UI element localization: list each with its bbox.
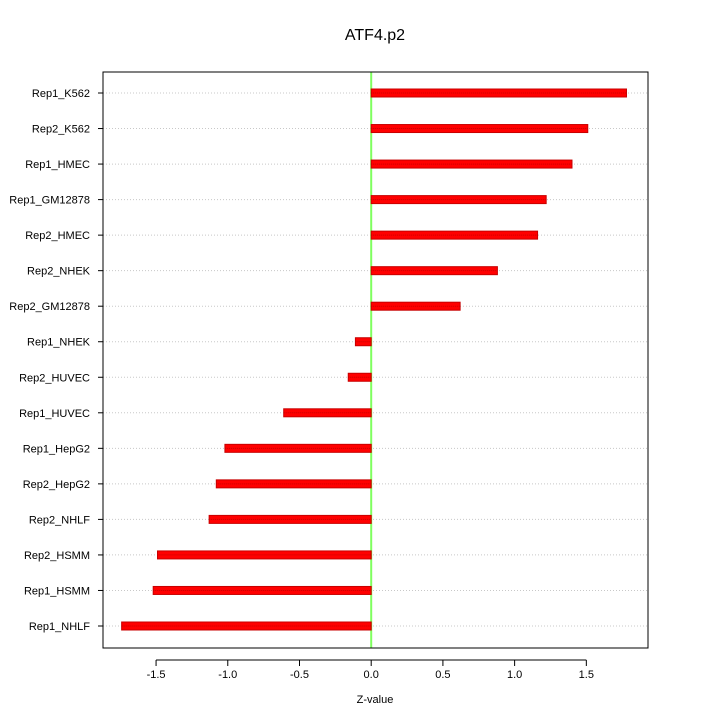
y-tick-label: Rep1_HMEC <box>25 159 90 171</box>
x-tick-label: 1.0 <box>507 669 522 681</box>
x-tick-label: -1.5 <box>147 669 166 681</box>
y-tick-label: Rep1_NHEK <box>27 337 91 349</box>
bars <box>121 88 627 631</box>
y-tick-label: Rep1_HSMM <box>24 585 90 597</box>
y-tick-label: Rep2_HMEC <box>25 230 90 242</box>
gridlines <box>103 92 648 627</box>
x-tick-label: 1.5 <box>579 669 594 681</box>
y-tick-label: Rep1_GM12878 <box>9 195 90 207</box>
y-tick-label: Rep1_HepG2 <box>23 443 90 455</box>
x-tick-label: 0.0 <box>364 669 379 681</box>
bar <box>347 372 372 382</box>
x-axis-label: Z-value <box>357 694 394 706</box>
y-tick-label: Rep2_NHLF <box>29 514 90 526</box>
x-axis: -1.5 -1.0 -0.5 0.0 0.5 1.0 1.5 <box>147 659 594 681</box>
y-tick-label: Rep1_K562 <box>32 88 90 100</box>
y-tick-label: Rep2_GM12878 <box>9 301 90 313</box>
y-tick-label: Rep2_HepG2 <box>23 479 90 491</box>
chart-title: ATF4.p2 <box>345 27 405 44</box>
bar <box>215 479 372 489</box>
y-tick-labels: Rep1_K562 Rep2_K562 Rep1_HMEC Rep1_GM12878 R… <box>9 88 103 633</box>
y-tick-label: Rep2_HUVEC <box>19 372 90 384</box>
plot-frame <box>102 71 649 649</box>
x-tick-label: 0.5 <box>435 669 450 681</box>
x-tick-label: -1.0 <box>218 669 237 681</box>
x-tick-label: -0.5 <box>290 669 309 681</box>
y-tick-label: Rep1_HUVEC <box>19 408 90 420</box>
y-tick-label: Rep2_K562 <box>32 124 90 136</box>
y-tick-label: Rep2_NHEK <box>27 266 91 278</box>
y-tick-label: Rep2_HSMM <box>24 550 90 562</box>
y-tick-label: Rep1_NHLF <box>29 621 90 633</box>
